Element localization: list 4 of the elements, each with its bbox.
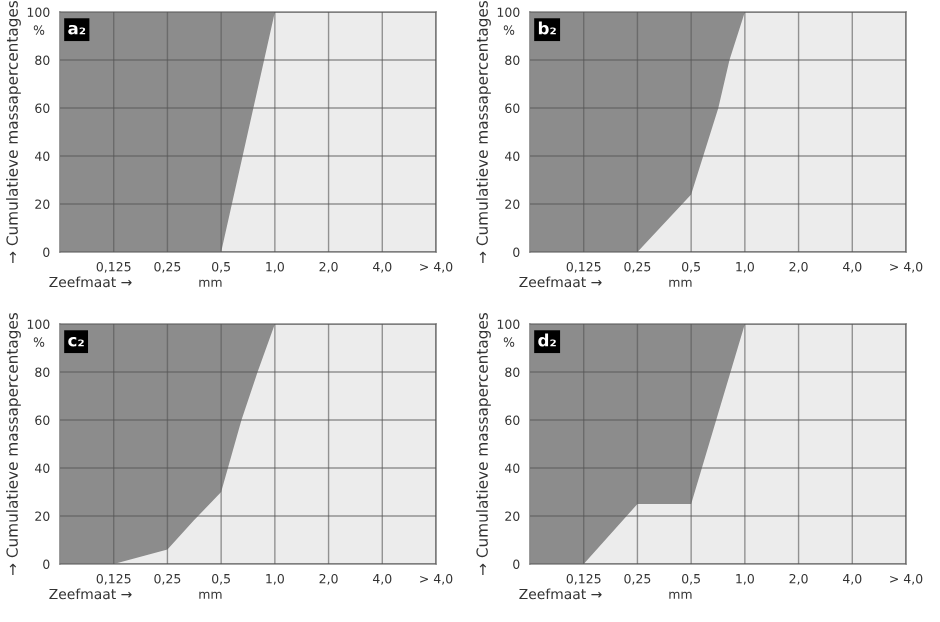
text: a₂ (68, 24, 86, 35)
chart-title: b₂ (538, 21, 556, 35)
text: c₂ (68, 336, 84, 347)
chart-title: d₂ (538, 333, 556, 347)
